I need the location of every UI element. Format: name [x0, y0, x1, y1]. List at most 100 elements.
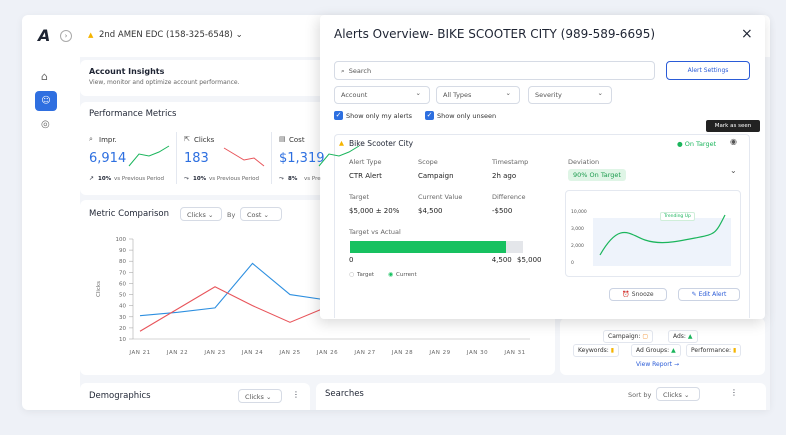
spark-path	[128, 145, 170, 167]
by-select[interactable]: Cost	[247, 211, 262, 219]
ads-logo: ▲	[88, 31, 94, 39]
chevron: ⌄	[415, 89, 421, 97]
checkbox[interactable]: ✓	[425, 111, 434, 120]
mini-chart	[593, 214, 731, 266]
performance-chip: Performance: ▮	[686, 344, 742, 357]
breakdown-card	[560, 318, 765, 375]
metric-note: vs Previous Period	[209, 176, 260, 182]
field-value: -$500	[492, 207, 513, 215]
close-btn[interactable]: ×	[741, 26, 753, 42]
field-label: Timestamp	[492, 158, 529, 166]
more-icon[interactable]: ⋮	[292, 390, 300, 399]
snooze-icon: ⏰	[622, 291, 632, 298]
spark-path	[318, 145, 360, 167]
x-tick-label: JAN 29	[428, 350, 450, 356]
filter-select[interactable]: Account ⌄	[334, 86, 430, 104]
more-icon[interactable]: ⋮	[730, 388, 738, 397]
y-tick-label: 10	[119, 337, 126, 343]
y-tick-label: 100	[116, 237, 127, 243]
x-tick-label: JAN 27	[353, 350, 375, 356]
status: On Target	[684, 140, 717, 148]
expand-icon[interactable]: ⌄	[730, 166, 737, 175]
x-tick-label: JAN 24	[241, 350, 263, 356]
users-icon[interactable]: ☺	[35, 91, 57, 111]
chevron: ⌄	[597, 89, 603, 97]
progress-title: Target vs Actual	[349, 228, 401, 236]
edit-alert-btn[interactable]: Edit Alert	[698, 291, 727, 298]
alert-card	[334, 134, 750, 318]
view-report-link[interactable]: View Report →	[636, 361, 679, 368]
performance-title: Performance Metrics	[89, 109, 177, 119]
field-label: Target	[349, 193, 370, 201]
y-tick-label: 40	[119, 304, 126, 310]
x-tick-label: JAN 22	[166, 350, 188, 356]
y-axis-label: Clicks	[96, 281, 102, 297]
progress-fill	[350, 241, 506, 253]
search-input[interactable]: Search	[348, 67, 372, 75]
mark-seen-btn[interactable]: ◉	[730, 137, 737, 146]
divider	[271, 132, 272, 184]
chevron: ⌄	[505, 89, 511, 97]
filter-label: Account	[341, 91, 368, 99]
sparkline	[223, 147, 265, 167]
snooze-btn[interactable]: Snooze	[631, 291, 654, 298]
metric-icon: ▤	[279, 135, 286, 143]
progress-current-label: 4,500	[491, 256, 512, 264]
ads-logo: ▲	[339, 139, 344, 147]
metric-value: 183	[184, 151, 209, 166]
demographics-select[interactable]: Clicks	[245, 393, 264, 401]
filter-select[interactable]: All Types ⌄	[436, 86, 520, 104]
series-line	[139, 286, 328, 332]
y-tick-label: 90	[119, 248, 126, 254]
x-tick-label: JAN 31	[503, 350, 525, 356]
insights-title: Account Insights	[89, 67, 165, 76]
legend-label: Current	[396, 272, 417, 278]
mini-tick: 3,000	[571, 227, 584, 232]
adgroups-chip: Ad Groups: ▲	[631, 344, 681, 357]
metric-note: vs Pre	[304, 176, 321, 182]
field-value: $4,500	[418, 207, 443, 215]
x-tick-label: JAN 23	[203, 350, 225, 356]
gauge-icon[interactable]: ◎	[41, 119, 50, 130]
metric-note: vs Previous Period	[114, 176, 165, 182]
legend-label: Target	[357, 272, 375, 278]
sparkline	[128, 145, 170, 167]
campaign-chip: Campaign: ▢	[603, 330, 654, 343]
sort-label: Sort by	[628, 391, 652, 399]
y-tick-label: 60	[119, 281, 126, 287]
collapse-btn[interactable]: ›	[60, 30, 72, 42]
x-tick-label: JAN 28	[391, 350, 413, 356]
home-icon[interactable]: ⌂	[41, 70, 48, 83]
account-selector[interactable]: 2nd AMEN EDC (158-325-6548) ⌄	[99, 30, 243, 40]
metric-select[interactable]: Clicks	[187, 211, 206, 219]
metric-icon: ⌕	[89, 135, 93, 143]
metric-value: $1,319	[279, 151, 325, 166]
card-name: Bike Scooter City	[349, 139, 414, 148]
filter-label: Severity	[535, 91, 562, 99]
filter-select[interactable]: Severity ⌄	[528, 86, 612, 104]
field-value: 2h ago	[492, 172, 517, 180]
metric-icon: ⇱	[184, 135, 190, 143]
status-dot: ●	[677, 140, 683, 148]
metric-change: 10%	[193, 176, 207, 182]
field-value: Campaign	[418, 172, 454, 180]
sort-select[interactable]: Clicks	[663, 391, 682, 399]
demographics-title: Demographics	[89, 391, 151, 401]
alert-settings-btn[interactable]: Alert Settings	[666, 61, 750, 80]
mini-grid	[593, 218, 731, 266]
edit-icon: ✎	[691, 291, 699, 298]
checkbox[interactable]: ✓	[334, 111, 343, 120]
progress-target-label: $5,000	[517, 256, 542, 264]
metric-label: Impr.	[99, 136, 117, 144]
mini-tick: 0	[571, 261, 574, 266]
trend-curve	[599, 214, 726, 256]
legend-dot: ○	[349, 271, 355, 278]
mini-tick: 2,000	[571, 244, 584, 249]
mini-chart-box	[565, 190, 741, 277]
y-tick-label: 20	[119, 326, 126, 332]
field-label: Current Value	[418, 193, 463, 201]
x-tick-label: JAN 26	[316, 350, 338, 356]
field-label: Deviation	[568, 158, 600, 166]
